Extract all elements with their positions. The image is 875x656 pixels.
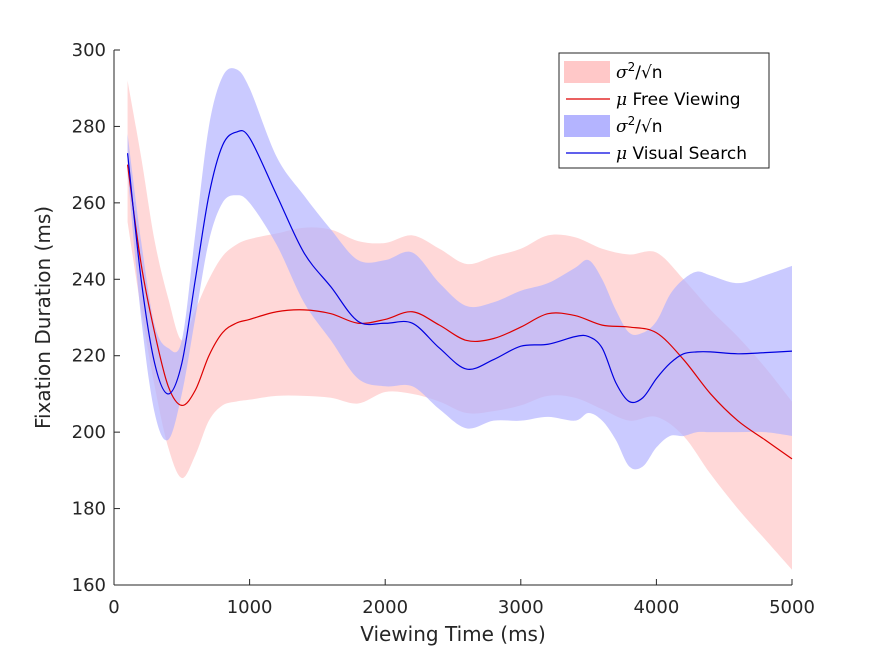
legend-label-visual-search-band: σ2/√n: [616, 114, 663, 137]
legend-sup: 2: [628, 60, 636, 74]
x-tick-label: 1000: [227, 597, 273, 618]
y-tick-label: 240: [72, 269, 106, 290]
legend-rest: Free Viewing: [627, 90, 741, 110]
y-tick-label: 180: [72, 499, 106, 520]
axes: 0 1000 2000 3000 4000 5000 160 180 200 220 240 260…: [31, 40, 815, 646]
legend-rest: /√n: [635, 117, 662, 137]
legend-rest: Visual Search: [627, 144, 747, 164]
legend-sup: 2: [628, 114, 636, 128]
band-visual-search: [127, 68, 792, 470]
y-axis-label: Fixation Duration (ms): [31, 206, 55, 429]
plot-area: [126, 68, 793, 570]
x-tick-label: 4000: [633, 597, 679, 618]
legend-rest: /√n: [635, 63, 662, 83]
line-visual-search-mean: [126, 130, 793, 404]
legend-sigma: σ: [616, 63, 628, 83]
x-tick-label: 2000: [362, 597, 408, 618]
line-free-viewing-mean: [126, 164, 793, 460]
y-tick-label: 220: [72, 346, 106, 367]
legend-label-free-viewing-mean: μ Free Viewing: [616, 90, 741, 110]
y-tick-label: 260: [72, 193, 106, 214]
legend-swatch-free-viewing-band: [564, 61, 610, 83]
x-axis-label: Viewing Time (ms): [360, 622, 546, 646]
legend-mu: μ: [616, 90, 627, 110]
legend: σ2/√n μ Free Viewing σ2/√n μ Visual Sear…: [558, 52, 770, 169]
x-tick-label: 5000: [769, 597, 815, 618]
legend-swatch-visual-search-band: [564, 115, 610, 137]
legend-label-visual-search-mean: μ Visual Search: [616, 144, 747, 164]
y-tick-label: 300: [72, 40, 106, 61]
x-tick-label: 3000: [498, 597, 544, 618]
y-ticks: 160 180 200 220 240 260 280 300: [72, 40, 120, 596]
y-tick-label: 280: [72, 116, 106, 137]
legend-label-free-viewing-band: σ2/√n: [616, 60, 663, 83]
legend-sigma: σ: [616, 117, 628, 137]
y-tick-label: 160: [72, 575, 106, 596]
legend-mu: μ: [616, 144, 627, 164]
x-tick-label: 0: [108, 597, 119, 618]
y-tick-label: 200: [72, 422, 106, 443]
x-ticks: 0 1000 2000 3000 4000 5000: [108, 579, 815, 618]
